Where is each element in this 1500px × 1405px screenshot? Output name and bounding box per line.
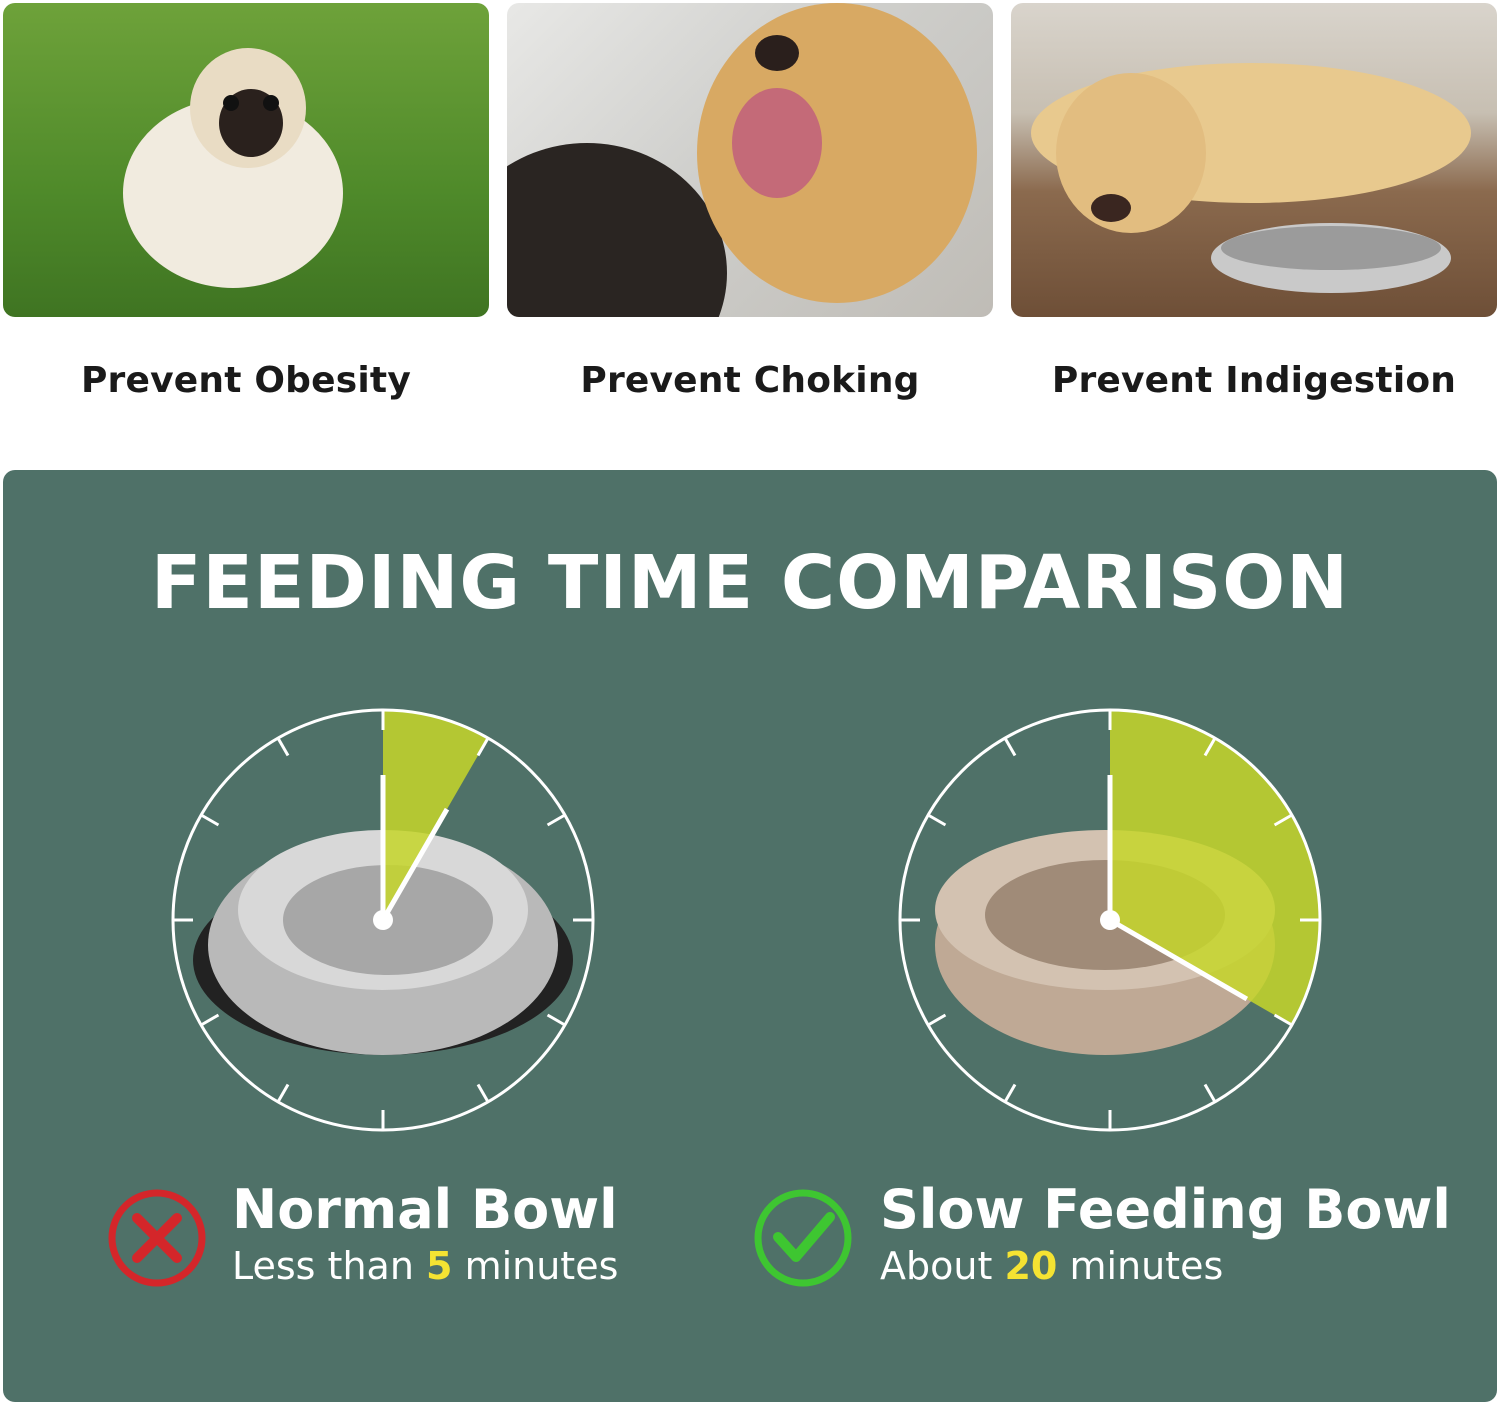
time-prefix: About	[880, 1244, 993, 1288]
photo-dog-indigestion	[1011, 3, 1497, 317]
normal-bowl-name: Normal Bowl	[232, 1178, 618, 1241]
comparison-title: FEEDING TIME COMPARISON	[150, 540, 1350, 626]
clock-tick	[476, 1083, 490, 1103]
time-value: 5	[426, 1244, 453, 1288]
time-suffix: minutes	[1069, 1244, 1224, 1288]
normal-bowl-clock	[171, 708, 595, 1132]
time-prefix: Less than	[232, 1244, 414, 1288]
clock-tick	[476, 737, 490, 757]
caption-prevent-indigestion: Prevent Indigestion	[1051, 360, 1457, 401]
slow-bowl-name: Slow Feeding Bowl	[880, 1178, 1451, 1241]
slow-bowl-clock	[898, 708, 1322, 1132]
clock-tick	[200, 1013, 220, 1027]
clock-center	[373, 910, 393, 930]
time-value: 20	[1004, 1244, 1058, 1288]
clock-center	[1100, 910, 1120, 930]
elapsed-time-wedge	[383, 710, 488, 920]
caption-prevent-choking: Prevent Choking	[580, 360, 920, 401]
clock-tick	[276, 737, 290, 757]
clock-tick	[1203, 737, 1217, 757]
clock-tick	[927, 1013, 947, 1027]
clock-tick	[200, 813, 220, 827]
normal-bowl-time: Less than 5 minutes	[232, 1240, 618, 1292]
clock-elapsed-hand	[380, 807, 450, 922]
clock-tick	[1003, 1083, 1017, 1103]
clock-tick	[276, 1083, 290, 1103]
normal-bowl-label: Normal Bowl Less than 5 minutes	[232, 1180, 618, 1292]
clock-tick	[546, 1013, 566, 1027]
green-check-circle-icon	[754, 1189, 852, 1287]
slow-bowl-time: About 20 minutes	[880, 1240, 1451, 1292]
red-x-circle-icon	[108, 1189, 206, 1287]
clock-elapsed-hand	[1108, 917, 1249, 1002]
clock-tick	[1273, 813, 1293, 827]
time-suffix: minutes	[464, 1244, 619, 1288]
clock-tick	[546, 813, 566, 827]
clock-tick	[1273, 1013, 1293, 1027]
elapsed-time-wedge	[1110, 710, 1320, 1025]
photo-dog-choking	[507, 3, 993, 317]
clock-tick	[1003, 737, 1017, 757]
slow-bowl-label: Slow Feeding Bowl About 20 minutes	[880, 1180, 1451, 1292]
photo-pug	[3, 3, 489, 317]
clock-tick	[1203, 1083, 1217, 1103]
caption-prevent-obesity: Prevent Obesity	[80, 360, 412, 401]
clock-tick	[927, 813, 947, 827]
